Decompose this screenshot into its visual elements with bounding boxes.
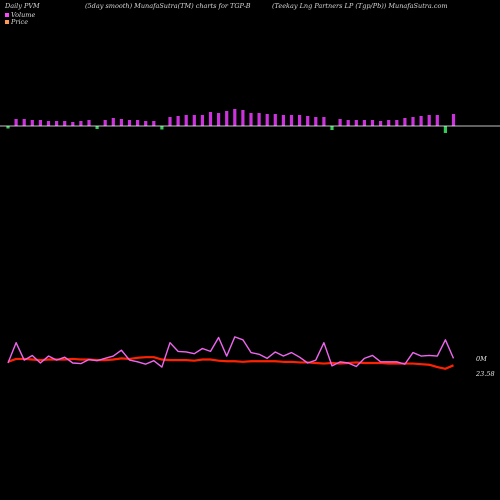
volume-bar — [14, 119, 18, 126]
volume-bar — [103, 120, 107, 126]
volume-bar — [241, 110, 245, 126]
header-left: Daily PVM — [4, 2, 40, 10]
volume-bar — [176, 116, 180, 126]
price-value-label: 23.58 — [475, 370, 495, 378]
header-center: (5day smooth) MunafaSutra(TM) charts for… — [85, 2, 251, 10]
volume-bar — [63, 121, 67, 126]
volume-bar — [411, 117, 415, 126]
volume-bar — [419, 116, 423, 126]
volume-bar — [30, 120, 34, 126]
volume-bar — [46, 121, 51, 126]
volume-bar — [71, 122, 75, 126]
volume-bar — [403, 118, 407, 126]
volume-bar — [370, 120, 375, 126]
volume-bar — [330, 126, 334, 130]
volume-bar — [249, 113, 253, 126]
volume-bar — [225, 111, 229, 126]
volume-bar — [111, 118, 115, 126]
volume-bar — [144, 121, 148, 126]
volume-bar — [306, 116, 310, 126]
legend-volume-label: Volume — [11, 11, 35, 19]
volume-bar — [354, 120, 358, 126]
volume-bar — [79, 121, 83, 126]
legend: Volume Price — [5, 11, 35, 26]
volume-bar — [184, 115, 188, 126]
volume-bar — [395, 120, 399, 126]
volume-bar — [273, 114, 277, 126]
legend-volume-swatch — [5, 13, 9, 17]
volume-bar — [22, 119, 26, 126]
volume-bar — [451, 114, 456, 126]
volume-bar — [119, 119, 123, 126]
legend-price-label: Price — [10, 18, 28, 26]
volume-bars — [6, 109, 456, 133]
volume-bar — [387, 120, 391, 126]
volume-bar — [281, 115, 285, 126]
volume-value-label: 0M — [476, 355, 487, 363]
volume-bar — [136, 120, 140, 126]
volume-bar — [127, 120, 132, 126]
volume-bar — [208, 112, 213, 126]
volume-bar — [257, 113, 261, 126]
volume-bar — [427, 115, 431, 126]
volume-bar — [362, 120, 366, 126]
volume-bar — [443, 126, 447, 133]
volume-bar — [265, 114, 269, 126]
volume-bar — [6, 126, 10, 129]
volume-bar — [38, 120, 42, 126]
price-volume-lines — [7, 336, 455, 370]
volume-line — [7, 336, 455, 368]
volume-bar — [338, 119, 342, 126]
volume-bar — [200, 115, 204, 126]
volume-bar — [346, 120, 350, 126]
volume-bar — [298, 115, 302, 126]
volume-bar — [95, 126, 99, 129]
volume-bar — [217, 113, 221, 126]
volume-bar — [55, 121, 59, 126]
volume-bar — [314, 117, 318, 126]
volume-bar — [322, 117, 326, 126]
volume-bar — [192, 115, 196, 126]
volume-bar — [160, 126, 164, 130]
volume-bar — [152, 121, 156, 126]
volume-bar — [87, 120, 91, 126]
price-line — [7, 356, 454, 370]
volume-bar — [379, 121, 383, 126]
volume-bar — [233, 109, 237, 126]
legend-price-swatch — [5, 20, 9, 24]
header-right: (Teekay Lng Partners LP (Tgp/Pb)) Munafa… — [272, 2, 448, 10]
volume-bar — [168, 117, 172, 126]
volume-bar — [435, 115, 439, 126]
volume-bar — [289, 115, 294, 126]
